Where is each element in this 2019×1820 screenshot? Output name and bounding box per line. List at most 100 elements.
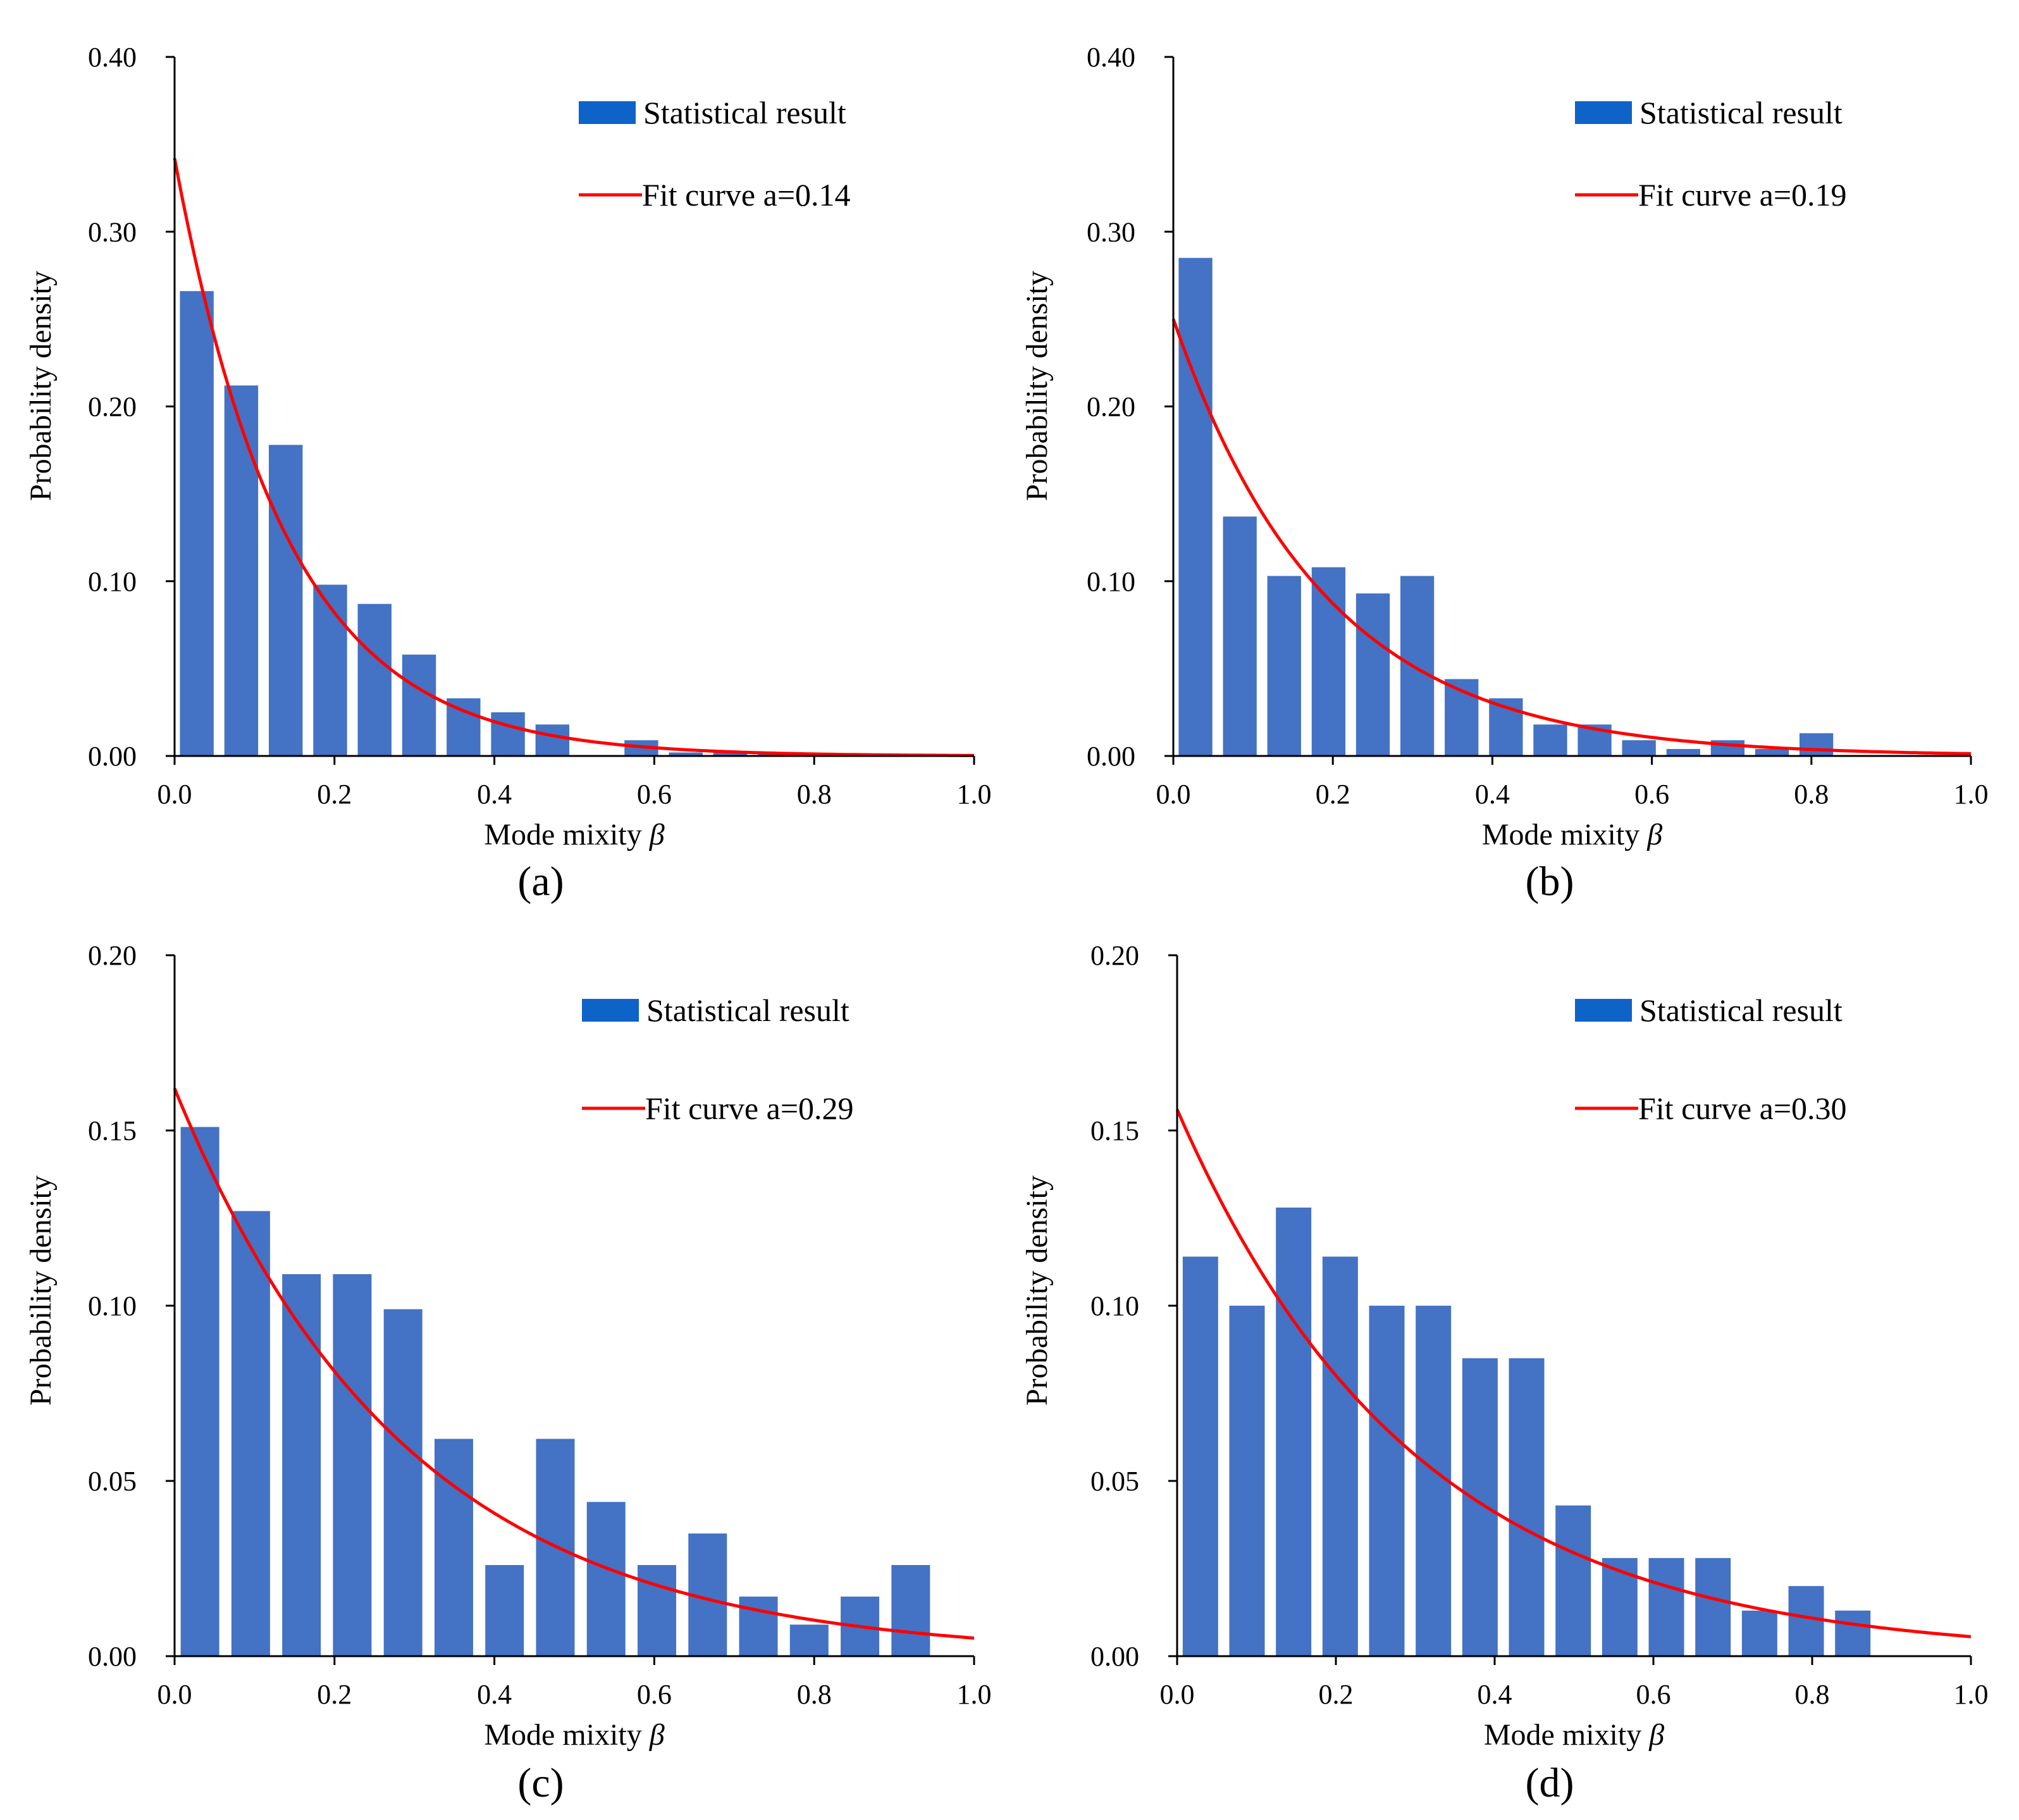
- histogram-bar: [1509, 1358, 1545, 1656]
- histogram-bar: [1555, 1505, 1591, 1656]
- y-tick-label: 0.10: [1090, 1291, 1139, 1322]
- y-tick-label: 0.20: [88, 392, 137, 423]
- x-tick-label: 0.4: [1478, 1679, 1512, 1710]
- histogram-bar: [1788, 1586, 1824, 1656]
- x-tick-label: 1.0: [1954, 779, 1989, 810]
- histogram-bar: [357, 604, 392, 756]
- chart-panel-d: 0.00 0.05 0.10 0.15 0.20 0.0 0.2 0.4 0.6 0.8 1.0 Mo…: [1020, 940, 1989, 1806]
- histogram-bar: [535, 724, 570, 756]
- x-axis-title: Mode mixity β: [484, 1718, 664, 1752]
- histogram-bar: [1799, 733, 1834, 756]
- y-tick-label: 0.40: [1087, 42, 1135, 73]
- histogram-bar: [1182, 1256, 1218, 1656]
- y-tick-label: 0.00: [1087, 741, 1135, 772]
- y-tick-label: 0.20: [1087, 392, 1135, 423]
- histogram-bar: [1741, 1610, 1777, 1656]
- legend-curve-label: Fit curve a=0.29: [645, 1091, 854, 1126]
- histogram-bar: [1178, 257, 1213, 756]
- x-tick-label: 0.4: [1475, 779, 1510, 810]
- histogram-bar: [491, 712, 525, 756]
- histogram-bar: [313, 585, 347, 756]
- histogram-bar: [180, 291, 214, 756]
- histogram-bar: [1666, 748, 1700, 756]
- histogram-bar: [789, 1625, 829, 1656]
- histogram-bar: [1835, 1610, 1871, 1656]
- x-tick-label: 0.2: [317, 1679, 352, 1710]
- histogram-bar: [1223, 516, 1257, 756]
- panel-caption: (b): [1526, 858, 1574, 905]
- chart-panel-c: 0.00 0.05 0.10 0.15 0.20 0.0 0.2 0.4 0.6 0.8 1.0 Mo…: [24, 940, 992, 1806]
- x-tick-label: 0.8: [797, 1679, 832, 1710]
- y-tick-label: 0.10: [88, 1291, 137, 1322]
- x-tick-label: 0.2: [317, 779, 352, 810]
- y-tick-label: 0.30: [88, 216, 137, 247]
- legend-bar-label: Statistical result: [643, 95, 846, 130]
- x-tick-label: 1.0: [957, 1679, 992, 1710]
- x-tick-label: 0.6: [637, 1679, 672, 1710]
- histogram-bar: [739, 1596, 778, 1656]
- chart-panel-a: 0.00 0.10 0.20 0.30 0.40 0.0 0.2 0.4 0.6 0.8 1.0 Mo…: [24, 42, 992, 905]
- y-tick-label: 0.00: [1090, 1641, 1139, 1672]
- histogram-bar: [282, 1274, 321, 1656]
- histogram-bar: [713, 752, 748, 756]
- x-tick-label: 0.8: [797, 779, 832, 810]
- legend-curve-label: Fit curve a=0.14: [642, 177, 851, 213]
- histogram-bar: [669, 752, 703, 756]
- panel-caption: (c): [517, 1760, 564, 1806]
- histogram-bar: [1276, 1207, 1312, 1656]
- x-tick-label: 0.2: [1316, 779, 1350, 810]
- x-tick-label: 1.0: [957, 779, 992, 810]
- x-tick-label: 0.6: [1634, 779, 1669, 810]
- histogram-bar: [1622, 740, 1656, 756]
- y-tick-label: 0.20: [88, 940, 137, 971]
- histogram-bar: [1416, 1306, 1452, 1656]
- y-tick-label: 0.00: [88, 741, 137, 772]
- histogram-bar: [1755, 748, 1789, 756]
- x-tick-label: 0.0: [1160, 1679, 1195, 1710]
- legend-bar-swatch: [582, 999, 639, 1022]
- histogram-bar: [638, 1564, 677, 1656]
- histogram-bar: [268, 445, 303, 756]
- fit-curve: [173, 158, 975, 757]
- histogram-bar: [1267, 576, 1301, 756]
- y-tick-label: 0.05: [1090, 1466, 1139, 1497]
- legend-curve-label: Fit curve a=0.19: [1638, 177, 1847, 213]
- y-tick-label: 0.15: [88, 1115, 137, 1146]
- histogram-bar: [1355, 593, 1390, 756]
- x-axis-title: Mode mixity β: [484, 818, 664, 851]
- legend-bar-swatch: [1575, 101, 1632, 124]
- histogram-bar: [383, 1309, 423, 1656]
- x-tick-label: 0.0: [1156, 779, 1191, 810]
- histogram-bar: [1322, 1256, 1358, 1656]
- y-tick-label: 0.00: [88, 1641, 137, 1672]
- histogram-bar: [1695, 1557, 1731, 1656]
- histogram-bar: [447, 698, 481, 756]
- x-tick-label: 0.0: [157, 779, 192, 810]
- histogram-bar: [1400, 576, 1435, 756]
- histogram-bar: [1602, 1557, 1638, 1656]
- y-tick-label: 0.10: [1087, 566, 1135, 597]
- histogram-bar: [224, 385, 259, 756]
- fit-curve: [1175, 1108, 1972, 1638]
- histogram-bar: [485, 1564, 524, 1656]
- y-axis-title: Probability density: [1020, 1175, 1054, 1406]
- histogram-bar: [333, 1274, 372, 1656]
- y-axis-title: Probability density: [24, 1175, 58, 1406]
- fit-curve: [1171, 318, 1972, 755]
- y-axis-title: Probability density: [24, 271, 58, 501]
- x-axis-title: Mode mixity β: [1484, 1718, 1664, 1752]
- x-tick-label: 0.6: [637, 779, 672, 810]
- x-tick-label: 0.4: [477, 1679, 512, 1710]
- x-tick-label: 0.6: [1636, 1679, 1671, 1710]
- histogram-bar: [402, 654, 436, 756]
- histogram-bar: [586, 1502, 626, 1656]
- histogram-bar: [1462, 1358, 1498, 1656]
- histogram-bar: [1648, 1557, 1684, 1656]
- panel-caption: (a): [517, 858, 564, 905]
- y-tick-label: 0.40: [88, 42, 137, 73]
- y-tick-label: 0.30: [1087, 216, 1135, 247]
- x-axis-title: Mode mixity β: [1482, 818, 1662, 851]
- histogram-bar: [891, 1564, 930, 1656]
- y-axis-title: Probability density: [1020, 271, 1054, 501]
